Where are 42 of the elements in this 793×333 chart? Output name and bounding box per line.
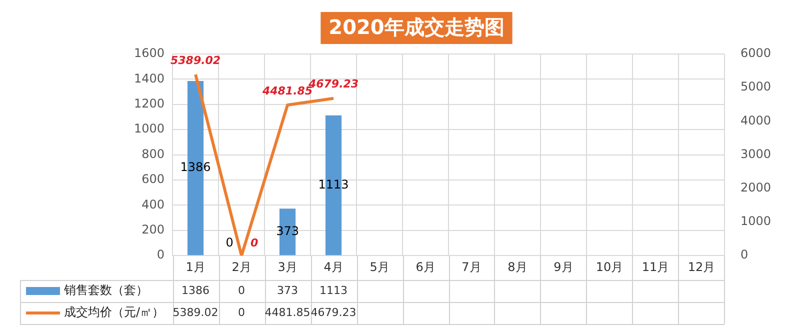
x-tick-label: 2月 (232, 260, 252, 274)
y-tick-label: 600 (142, 172, 165, 186)
data-label: 0 (238, 284, 246, 297)
y-tick-label: 1000 (134, 122, 165, 136)
y2-tick-label: 4000 (740, 113, 772, 128)
x-tick-label: 8月 (508, 260, 528, 274)
y-tick-label: 800 (142, 146, 165, 161)
y-tick-label: 1400 (134, 71, 165, 86)
x-tick-label: 9月 (554, 260, 574, 274)
data-label: 4679.23 (310, 306, 356, 319)
y2-tick-label: 3000 (740, 146, 772, 161)
y-tick-label: 200 (142, 222, 165, 237)
x-tick-label: 4月 (324, 260, 344, 274)
annotation: 0 (226, 236, 234, 250)
x-tick-label: 6月 (416, 260, 436, 274)
chart-title: 2020年成交走势图 (328, 15, 504, 40)
y2-tick-label: 1000 (740, 214, 772, 228)
y2-tick-label: 2000 (740, 180, 772, 195)
data-label: 0 (238, 306, 246, 319)
x-tick-label: 1月 (186, 260, 206, 274)
x-tick-label: 7月 (462, 260, 482, 274)
y-tick-label: 1200 (134, 96, 165, 111)
x-tick-label: 3月 (278, 260, 298, 274)
x-tick-label: 11月 (642, 260, 670, 274)
annotation: 5389.02 (170, 54, 221, 67)
x-tick-label: 5月 (370, 260, 390, 274)
x-tick-label: 12月 (688, 260, 716, 274)
data-label: 373 (277, 284, 298, 297)
data-label: 5389.02 (172, 306, 218, 319)
data-label: 1113 (320, 284, 348, 297)
data-label: 1386 (182, 284, 210, 297)
y2-tick-label: 6000 (740, 46, 772, 60)
legend-label: 成交均价（元/㎡） (64, 305, 164, 320)
data-label: 4481.85 (264, 306, 310, 319)
legend-label: 销售套数（套） (63, 283, 148, 298)
y2-tick-label: 0 (740, 248, 748, 262)
y-tick-label: 400 (142, 197, 165, 212)
x-tick-label: 10月 (596, 260, 624, 274)
y-tick-label: 1600 (134, 46, 165, 60)
y-tick-label: 0 (156, 248, 165, 262)
y2-tick-label: 5000 (740, 80, 772, 94)
annotation: 0 (250, 236, 259, 250)
